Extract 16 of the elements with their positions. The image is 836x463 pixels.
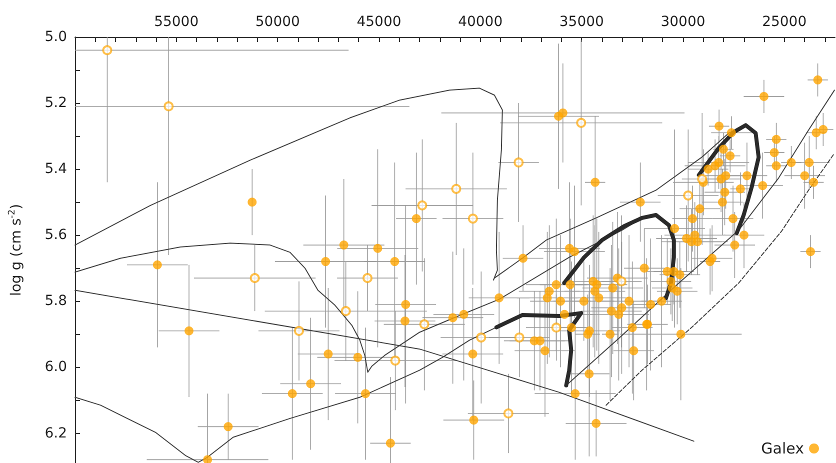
x-tick-label: 50000 xyxy=(255,14,300,30)
y-tick-label: 5.2 xyxy=(44,95,67,112)
y-tick-label: 6.0 xyxy=(44,359,67,376)
x-tick-label: 30000 xyxy=(660,14,706,30)
legend-label: Galex xyxy=(761,440,804,458)
x-tick-label: 45000 xyxy=(356,14,402,30)
x-tick-label: 55000 xyxy=(154,14,199,30)
y-axis-title: log g (cm s-2) xyxy=(8,204,24,296)
x-tick-label: 35000 xyxy=(559,14,604,30)
x-tick-label: 25000 xyxy=(762,14,807,30)
y-tick-label: 6.2 xyxy=(44,425,67,442)
x-tick-label: 40000 xyxy=(458,14,503,30)
y-tick-label: 5.4 xyxy=(44,161,68,178)
y-tick-label: 5.8 xyxy=(44,293,67,310)
y-tick-label: 5.6 xyxy=(44,227,68,244)
y-tick-label: 5.0 xyxy=(44,29,67,45)
